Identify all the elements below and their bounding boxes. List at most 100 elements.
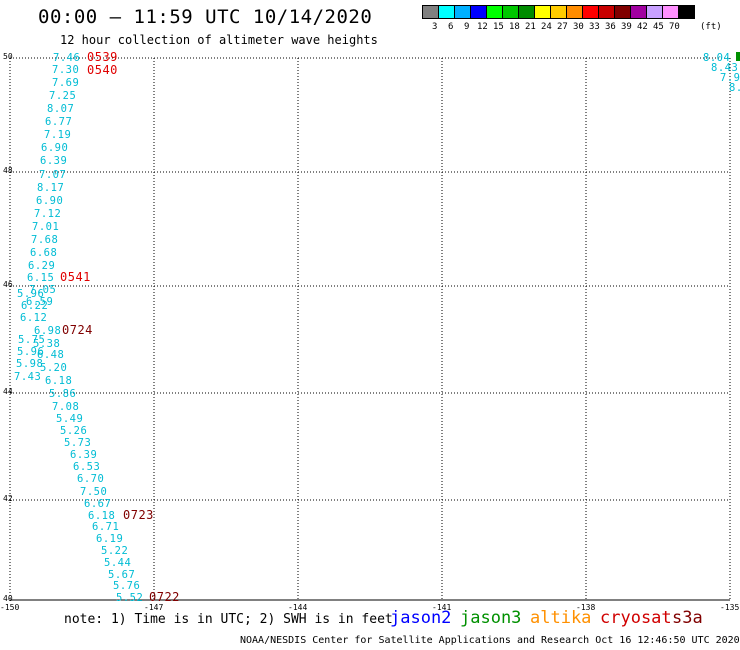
wave-height-value: 5.38 — [33, 338, 61, 350]
wave-height-value: 8.17 — [37, 182, 65, 194]
legend-label: 21 — [525, 22, 536, 32]
legend-label: 30 — [573, 22, 584, 32]
legend-label: 15 — [493, 22, 504, 32]
longitude-label: -138 — [576, 603, 596, 612]
wave-height-value: 6.90 — [41, 142, 69, 154]
wave-height-value: 5.44 — [104, 557, 132, 569]
wave-height-value: 6.90 — [36, 195, 64, 207]
wave-height-value: 5.73 — [64, 437, 92, 449]
wave-height-value: 6.39 — [70, 449, 98, 461]
wave-height-value: 6.68 — [30, 247, 58, 259]
satellite-label-cryosat: cryosat — [600, 608, 672, 628]
wave-height-value: 7.01 — [32, 221, 60, 233]
legend-label: 45 — [653, 22, 664, 32]
color-legend — [422, 5, 695, 19]
wave-height-value: 6.67 — [84, 498, 112, 510]
legend-label: 39 — [621, 22, 632, 32]
wave-height-value: 7.25 — [49, 90, 77, 102]
latitude-label: 42 — [3, 494, 13, 503]
legend-label: 3 — [432, 22, 438, 32]
wave-height-value: 6.18 — [88, 510, 116, 522]
wave-height-value: 5.96 — [17, 346, 45, 358]
longitude-label: -144 — [288, 603, 308, 612]
wave-height-value: 6.59 — [26, 296, 54, 308]
wave-height-value: 6.53 — [73, 461, 101, 473]
satellite-label-altika: altika — [530, 608, 592, 628]
legend-label: 6 — [448, 22, 454, 32]
wave-height-value: 7.68 — [31, 234, 59, 246]
latitude-label: 48 — [3, 166, 13, 175]
legend-label: 24 — [541, 22, 552, 32]
wave-height-value: 5.20 — [40, 362, 68, 374]
satellite-label-s3a: s3a — [672, 608, 703, 628]
legend-label: 33 — [589, 22, 600, 32]
wave-height-value: 6.98 — [34, 325, 62, 337]
wave-height-value: 7.9 — [720, 72, 740, 84]
longitude-label: -141 — [432, 603, 452, 612]
wave-height-value: 7.43 — [14, 371, 42, 383]
wave-height-value: 8.43 — [711, 62, 739, 74]
legend-label: 27 — [557, 22, 568, 32]
satellite-label-jason2: jason2 — [390, 608, 452, 628]
wave-height-value: 5.22 — [101, 545, 129, 557]
wave-height-value: 7.30 — [52, 64, 80, 76]
map-grid — [9, 57, 731, 601]
wave-height-value: 7.19 — [44, 129, 72, 141]
wave-height-value: 6.12 — [20, 312, 48, 324]
satellite-label-jason3: jason3 — [460, 608, 522, 628]
legend-label: 18 — [509, 22, 520, 32]
wave-height-value: 8.04 — [703, 52, 731, 64]
wave-height-value: 6.77 — [45, 116, 73, 128]
wave-height-value: 7.50 — [80, 486, 108, 498]
wave-height-value: 5.26 — [60, 425, 88, 437]
latitude-label: 40 — [3, 594, 13, 603]
longitude-label: -147 — [144, 603, 164, 612]
wave-height-value: 5.75 — [18, 334, 46, 346]
pass-time-tag: 0540 — [87, 63, 118, 77]
wave-height-value: 5.76 — [113, 580, 141, 592]
wave-height-value: 7.08 — [52, 401, 80, 413]
offscreen-tag-marker — [736, 52, 740, 61]
wave-height-value: 6.22 — [21, 300, 49, 312]
wave-height-value: 6.29 — [28, 260, 56, 272]
wave-height-value: 7.07 — [39, 169, 67, 181]
latitude-label: 44 — [3, 387, 13, 396]
footer-credit: NOAA/NESDIS Center for Satellite Applica… — [240, 635, 740, 646]
legend-label: 36 — [605, 22, 616, 32]
page-title: 00:00 – 11:59 UTC 10/14/2020 — [38, 6, 373, 28]
legend-label: 42 — [637, 22, 648, 32]
wave-height-value: 5.49 — [56, 413, 84, 425]
wave-height-value: 6.70 — [77, 473, 105, 485]
note-text: note: 1) Time is in UTC; 2) SWH is in fe… — [64, 612, 393, 627]
wave-height-value: 5.98 — [16, 358, 44, 370]
wave-height-value: 5.52 — [116, 592, 144, 604]
wave-height-value: 6.18 — [45, 375, 73, 387]
wave-height-value: 6.71 — [92, 521, 120, 533]
legend-label: 70 — [669, 22, 680, 32]
wave-height-value: 5.96 — [17, 288, 45, 300]
longitude-label: -150 — [0, 603, 20, 612]
wave-height-value: 5.67 — [108, 569, 136, 581]
legend-label: 12 — [477, 22, 488, 32]
latitude-label: 46 — [3, 280, 13, 289]
wave-height-value: 6.39 — [40, 155, 68, 167]
wave-height-value: 7.12 — [34, 208, 62, 220]
wave-height-value: 6.15 — [27, 272, 55, 284]
latitude-label: 50 — [3, 52, 13, 61]
wave-height-value: 8.07 — [47, 103, 75, 115]
wave-height-value: 7.46 — [53, 52, 81, 64]
wave-height-value: 7.05 — [29, 284, 57, 296]
legend-label: 9 — [464, 22, 470, 32]
pass-time-tag: 0724 — [62, 323, 93, 337]
wave-height-value: 6.19 — [96, 533, 124, 545]
pass-time-tag: 0722 — [149, 590, 180, 604]
longitude-label: -135 — [720, 603, 740, 612]
wave-height-value: 5.86 — [49, 388, 77, 400]
wave-height-value: 6.48 — [37, 349, 65, 361]
pass-time-tag: 0539 — [87, 50, 118, 64]
page-subtitle: 12 hour collection of altimeter wave hei… — [60, 33, 378, 47]
pass-time-tag: 0541 — [60, 270, 91, 284]
legend-unit: (ft) — [700, 22, 722, 32]
wave-height-value: 7.69 — [52, 77, 80, 89]
